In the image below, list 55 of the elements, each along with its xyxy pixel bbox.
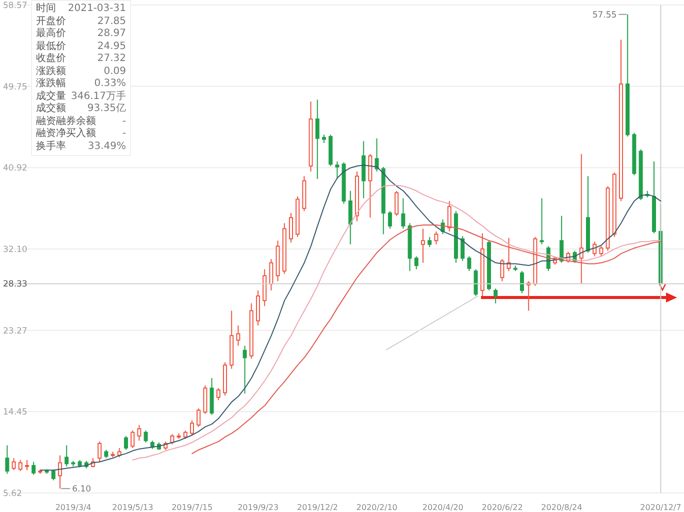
x-tick-label: 2020/4/20 (422, 503, 464, 512)
annotation: 时间 2021-03-31 (36, 3, 126, 16)
y-tick-label: 58.57 (3, 1, 28, 11)
y-tick-label: 23.27 (3, 326, 28, 336)
text: 最高价 28.97 (36, 28, 126, 39)
text: 最低价 24.95 (36, 40, 126, 52)
text: 成交额 93.35亿 (36, 103, 126, 114)
text: 收盘价 27.32 (36, 53, 126, 64)
candlestick (64, 444, 69, 467)
candlestick (242, 345, 247, 394)
x-tick-label: 2019/3/4 (55, 503, 92, 512)
candlestick (230, 310, 234, 370)
text: 融资融券余额 - (36, 116, 126, 126)
candlestick (480, 232, 484, 296)
annotation: 成交量 346.17万手 (36, 90, 126, 102)
x-tick-label: 2020/12/7 (640, 503, 682, 512)
x-tick-label: 2019/7/15 (172, 503, 213, 512)
text: 开盘价 27.85 (36, 16, 126, 26)
x-tick-label: 2019/12/2 (296, 503, 338, 512)
candlestick (579, 154, 584, 284)
text: 涨跌额 0.09 (36, 66, 126, 76)
text: 涨跌幅 0.33% (36, 78, 126, 89)
candlestick (592, 241, 597, 257)
candlestick (262, 268, 267, 307)
candlestick (454, 210, 458, 264)
candlestick (348, 190, 352, 245)
y-tick-label: 14.45 (3, 408, 28, 418)
candlestick (315, 99, 320, 180)
x-tick-label: 2020/2/10 (356, 503, 398, 512)
annotation: 6.10 (72, 484, 92, 495)
x-tick-label: 2020/8/24 (541, 503, 582, 512)
x-tick-label: 2019/9/23 (238, 503, 279, 512)
y-tick-label: 32.10 (3, 244, 28, 255)
candlestick (308, 100, 313, 172)
x-tick-label: 2019/5/13 (112, 503, 154, 512)
y-tick-label: 5.62 (3, 489, 22, 499)
candlestick (540, 198, 544, 245)
candlestick (420, 228, 425, 264)
candlestick (282, 222, 286, 274)
text: 换手率 33.49% (36, 140, 126, 152)
ref-line-label: 28.33 (3, 280, 28, 290)
y-tick-label: 40.92 (3, 164, 28, 174)
candlestick (269, 258, 274, 291)
x-tick-label: 2020/6/22 (482, 503, 523, 512)
candlestick (276, 240, 280, 282)
y-tick-label: 49.75 (3, 82, 28, 92)
candlestick (460, 236, 465, 262)
text: 融资净买入额 - (36, 128, 126, 139)
candlestick (362, 140, 366, 199)
candlestick (58, 454, 62, 490)
line-series (132, 184, 662, 461)
candlestick (408, 222, 412, 272)
annotation: 57.55 (592, 10, 617, 20)
candlestick (5, 444, 10, 474)
candlestick (236, 324, 240, 346)
